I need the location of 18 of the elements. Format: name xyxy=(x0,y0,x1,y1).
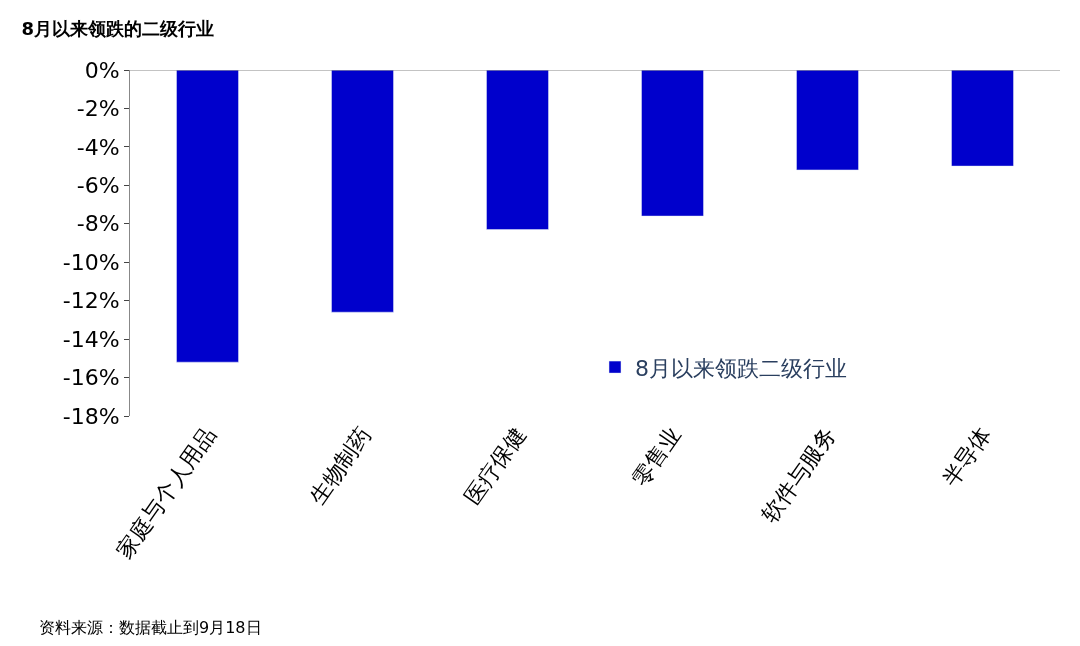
y-tick-label: -12% xyxy=(62,288,120,314)
y-tick-label: -10% xyxy=(62,249,120,275)
y-tick-label: 0% xyxy=(84,57,120,83)
x-tick-label: 零售业 xyxy=(627,422,686,492)
legend-label: 8月以来领跌二级行业 xyxy=(635,355,847,381)
y-tick-label: -4% xyxy=(76,134,120,160)
x-tick-label: 生物制药 xyxy=(304,422,376,510)
y-tick-label: -2% xyxy=(76,96,120,122)
text: 资料来源：数据截止到9月18日 xyxy=(39,618,262,637)
y-tick-label: -14% xyxy=(62,326,120,352)
x-tick-label: 软件与服务 xyxy=(757,422,841,528)
chart-title: 8月以来领跌的二级行业 xyxy=(21,18,215,40)
y-tick-label: -18% xyxy=(62,403,120,429)
x-tick-label: 半导体 xyxy=(937,422,996,492)
y-tick-label: -8% xyxy=(76,211,120,237)
y-tick-label: -6% xyxy=(76,173,120,199)
x-tick-label: 医疗保健 xyxy=(459,422,531,510)
y-tick-label: -16% xyxy=(62,365,120,391)
